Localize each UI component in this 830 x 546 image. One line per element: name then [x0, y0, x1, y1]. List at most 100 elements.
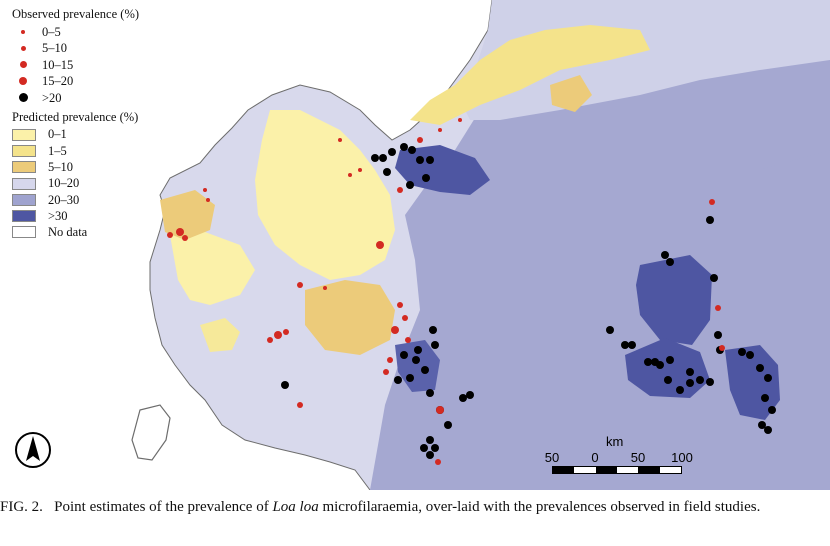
observed-survey-point [644, 358, 652, 366]
observed-survey-point [394, 376, 402, 384]
observed-survey-point [400, 143, 408, 151]
observed-survey-point [426, 436, 434, 444]
observed-survey-point [661, 251, 669, 259]
observed-survey-point [400, 351, 408, 359]
observed-survey-point [426, 389, 434, 397]
observed-legend-list: 0–5 5–10 10–15 15–20 >20 [12, 24, 139, 107]
predicted-legend-item: 20–30 [12, 192, 139, 208]
observed-dot-icon [19, 61, 27, 69]
observed-survey-point [383, 168, 391, 176]
observed-legend-item: 5–10 [12, 40, 139, 57]
observed-survey-point [666, 356, 674, 364]
zone-5-10-central [305, 280, 395, 355]
observed-survey-point [666, 258, 674, 266]
predicted-swatch [12, 128, 36, 141]
observed-survey-point [606, 326, 614, 334]
predicted-legend-item: 1–5 [12, 143, 139, 159]
observed-survey-point [297, 282, 303, 288]
observed-legend-label: >20 [42, 90, 62, 105]
caption-text-before: Point estimates of the prevalence of [54, 499, 273, 515]
predicted-legend-label: 10–20 [48, 176, 80, 191]
observed-survey-point [664, 376, 672, 384]
predicted-legend-item: >30 [12, 208, 139, 224]
observed-dot-icon [19, 77, 27, 86]
zone-0-1-west [255, 110, 395, 280]
figure-label: FIG. 2. [0, 499, 43, 515]
predicted-legend-label: 0–1 [48, 127, 67, 142]
observed-survey-point [421, 366, 429, 374]
observed-survey-point [281, 381, 289, 389]
observed-survey-point [715, 305, 721, 311]
caption-text-after: microfilaraemia, over-laid with the prev… [318, 499, 761, 515]
observed-survey-point [651, 358, 659, 366]
observed-survey-point [621, 341, 629, 349]
observed-survey-point [406, 374, 414, 382]
observed-survey-point [466, 391, 474, 399]
observed-survey-point [719, 345, 725, 351]
observed-legend-label: 5–10 [42, 41, 67, 55]
observed-survey-point [764, 374, 772, 382]
observed-survey-point [283, 329, 289, 335]
zone-5-10-coast [160, 190, 215, 240]
observed-survey-point [387, 357, 393, 363]
observed-legend-item: 10–15 [12, 57, 139, 74]
observed-survey-point [376, 241, 384, 249]
observed-survey-point [383, 369, 389, 375]
observed-survey-point [414, 346, 422, 354]
scale-tick-label: 50 [630, 450, 646, 465]
observed-survey-point [417, 137, 423, 143]
north-arrow-icon [14, 431, 52, 469]
observed-survey-point [459, 394, 467, 402]
scale-bar: km 50 0 50 100 [544, 434, 693, 474]
observed-legend-label: 10–15 [42, 57, 74, 72]
observed-legend-label: 15–20 [42, 74, 74, 88]
observed-survey-point [444, 421, 452, 429]
observed-dot-icon [20, 45, 26, 51]
prevalence-map [131, 0, 830, 490]
observed-survey-point [758, 421, 766, 429]
observed-survey-point [323, 286, 327, 290]
predicted-legend-label: 1–5 [48, 143, 67, 158]
zone-20-30-east [370, 55, 830, 490]
scale-tick-label: 50 [544, 450, 560, 465]
island-outline [131, 404, 171, 461]
observed-survey-point [768, 406, 776, 414]
observed-survey-point [358, 168, 362, 172]
scale-tick-label: 0 [591, 450, 599, 465]
zone-5-10-north [550, 75, 592, 112]
predicted-legend-label: 20–30 [48, 192, 80, 207]
observed-survey-point [714, 331, 722, 339]
observed-survey-point [686, 379, 694, 387]
observed-survey-point [435, 459, 441, 465]
observed-survey-point [709, 199, 715, 205]
observed-survey-point [297, 402, 303, 408]
observed-survey-point [379, 154, 387, 162]
map-legend: Observed prevalence (%) 0–5 5–10 10–15 15–2… [12, 8, 139, 241]
observed-survey-point [274, 331, 282, 339]
predicted-legend-item: 0–1 [12, 127, 139, 143]
observed-survey-point [686, 368, 694, 376]
observed-survey-point [458, 118, 462, 122]
observed-survey-point [746, 351, 754, 359]
figure-caption: FIG. 2. Point estimates of the prevalenc… [0, 497, 826, 517]
observed-legend-label: 0–5 [42, 24, 61, 39]
observed-survey-point [696, 376, 704, 384]
observed-survey-point [422, 174, 430, 182]
observed-survey-point [438, 128, 442, 132]
predicted-legend-label: No data [48, 225, 88, 240]
observed-survey-point [182, 235, 188, 241]
scale-bar-segments [552, 466, 682, 474]
predicted-legend-label: >30 [48, 208, 68, 223]
observed-survey-point [764, 426, 772, 434]
observed-legend-item: >20 [12, 90, 139, 107]
observed-survey-point [408, 146, 416, 154]
observed-survey-point [397, 302, 403, 308]
observed-survey-point [412, 356, 420, 364]
observed-survey-point [388, 148, 396, 156]
scale-unit-label: km [606, 434, 624, 449]
scale-tick-label: 100 [671, 450, 693, 465]
observed-legend-item: 15–20 [12, 73, 139, 90]
observed-survey-point [431, 341, 439, 349]
observed-survey-point [431, 444, 439, 452]
observed-survey-point [706, 378, 714, 386]
